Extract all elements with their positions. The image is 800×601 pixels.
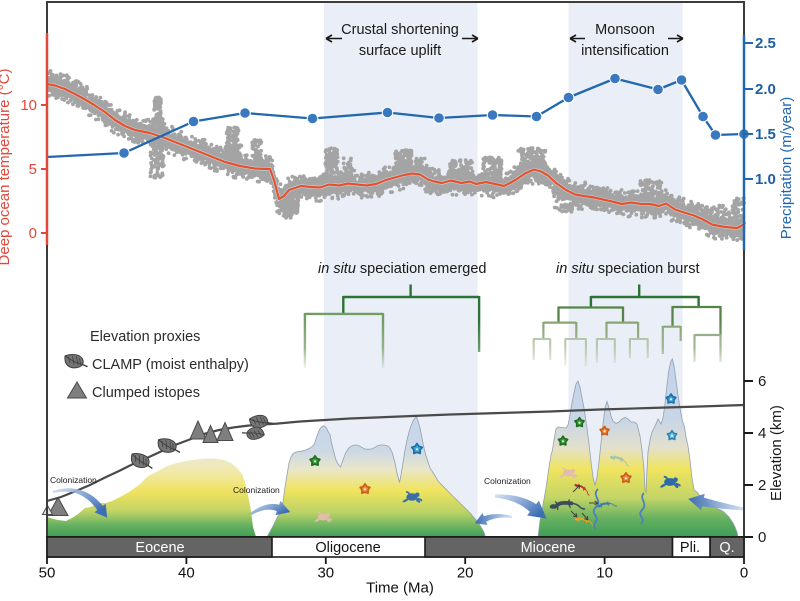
svg-text:Pli.: Pli. bbox=[680, 540, 700, 556]
svg-text:surface uplift: surface uplift bbox=[359, 43, 441, 59]
svg-text:in situ speciation burst: in situ speciation burst bbox=[556, 261, 699, 277]
svg-text:Monsoon: Monsoon bbox=[595, 22, 655, 38]
svg-text:Eocene: Eocene bbox=[135, 540, 184, 556]
svg-text:5: 5 bbox=[29, 161, 37, 178]
svg-text:Deep ocean temperature (°C): Deep ocean temperature (°C) bbox=[0, 69, 13, 266]
svg-text:10: 10 bbox=[20, 97, 37, 114]
svg-text:10: 10 bbox=[596, 565, 613, 582]
svg-text:2.5: 2.5 bbox=[755, 35, 776, 52]
svg-text:0: 0 bbox=[758, 529, 766, 546]
svg-text:50: 50 bbox=[39, 565, 56, 582]
svg-text:0: 0 bbox=[29, 225, 37, 242]
svg-text:Time (Ma): Time (Ma) bbox=[366, 580, 434, 597]
svg-text:Q.: Q. bbox=[719, 540, 734, 556]
svg-text:1.0: 1.0 bbox=[755, 171, 776, 188]
svg-text:2: 2 bbox=[758, 477, 766, 494]
svg-text:CLAMP (moist enthalpy): CLAMP (moist enthalpy) bbox=[92, 357, 249, 373]
svg-text:4: 4 bbox=[758, 425, 766, 442]
svg-text:Elevation (km): Elevation (km) bbox=[768, 405, 785, 501]
svg-text:Colonization: Colonization bbox=[484, 476, 531, 486]
svg-text:30: 30 bbox=[317, 565, 334, 582]
svg-text:Oligocene: Oligocene bbox=[315, 540, 380, 556]
svg-text:Clumped istopes: Clumped istopes bbox=[92, 385, 200, 401]
svg-text:Elevation proxies: Elevation proxies bbox=[90, 329, 200, 345]
svg-text:Precipitation (m/year): Precipitation (m/year) bbox=[778, 97, 795, 240]
svg-text:in situ speciation emerged: in situ speciation emerged bbox=[318, 261, 486, 277]
svg-text:Colonization: Colonization bbox=[50, 475, 97, 485]
svg-text:Colonization: Colonization bbox=[233, 485, 280, 495]
svg-text:6: 6 bbox=[758, 373, 766, 390]
svg-text:Miocene: Miocene bbox=[521, 540, 576, 556]
svg-text:0: 0 bbox=[740, 565, 748, 582]
svg-text:Crustal shortening: Crustal shortening bbox=[341, 22, 459, 38]
svg-text:1.5: 1.5 bbox=[755, 126, 776, 143]
svg-text:intensification: intensification bbox=[581, 43, 669, 59]
svg-text:20: 20 bbox=[457, 565, 474, 582]
svg-text:2.0: 2.0 bbox=[755, 81, 776, 98]
svg-text:40: 40 bbox=[178, 565, 195, 582]
